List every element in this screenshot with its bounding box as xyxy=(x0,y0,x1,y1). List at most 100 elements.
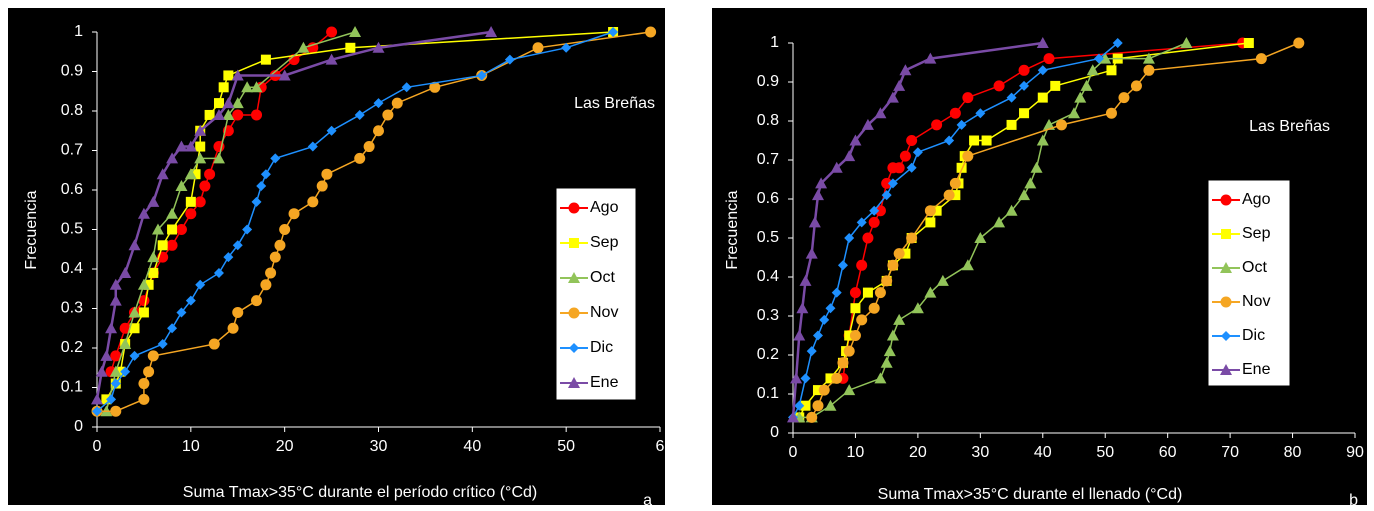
data-point xyxy=(232,306,244,318)
y-tick-label: 0.8 xyxy=(757,112,779,129)
legend-label: Ago xyxy=(1242,191,1271,208)
data-point xyxy=(812,330,823,341)
data-point xyxy=(1142,52,1155,64)
data-point xyxy=(251,109,263,121)
data-point xyxy=(861,118,874,130)
legend-marker xyxy=(1220,364,1232,375)
data-point xyxy=(204,168,216,180)
data-point xyxy=(906,135,918,146)
data-point xyxy=(166,239,178,251)
data-point xyxy=(844,330,855,341)
data-point xyxy=(391,97,403,109)
y-tick-label: 0.8 xyxy=(61,102,83,119)
x-tick-label: 50 xyxy=(557,438,575,455)
x-tick-label: 30 xyxy=(971,444,989,461)
data-point xyxy=(893,313,906,325)
data-point xyxy=(242,224,253,235)
data-point xyxy=(881,177,893,189)
data-point xyxy=(868,302,880,314)
data-point xyxy=(993,216,1006,228)
legend-marker xyxy=(568,377,580,388)
legend-box xyxy=(555,187,637,401)
data-point xyxy=(307,196,319,208)
y-tick-label: 0.1 xyxy=(757,385,779,402)
data-point xyxy=(297,41,310,53)
panel-label: b xyxy=(1349,492,1358,509)
data-point xyxy=(321,168,333,180)
x-tick-label: 40 xyxy=(463,438,481,455)
data-point xyxy=(881,190,892,201)
legend-marker xyxy=(569,238,579,248)
data-point xyxy=(151,223,164,235)
legend-marker xyxy=(568,307,580,319)
data-point xyxy=(184,168,197,180)
data-point xyxy=(924,286,937,298)
data-point xyxy=(1112,38,1123,48)
data-point xyxy=(862,232,874,244)
panel-label: a xyxy=(643,492,652,509)
data-point xyxy=(166,152,179,164)
data-point xyxy=(943,189,955,201)
data-point xyxy=(185,208,197,220)
data-point xyxy=(815,177,828,189)
data-point xyxy=(260,54,271,65)
data-point xyxy=(110,350,122,362)
data-point xyxy=(260,169,271,180)
data-point xyxy=(194,152,207,164)
data-point xyxy=(874,372,887,384)
data-point xyxy=(429,81,441,93)
data-point xyxy=(119,338,132,350)
data-point xyxy=(811,189,824,201)
y-tick-label: 0.3 xyxy=(757,307,779,324)
data-point xyxy=(256,181,267,192)
y-tick-label: 0.6 xyxy=(757,190,779,207)
y-tick-label: 0.4 xyxy=(61,260,83,277)
data-point xyxy=(354,152,366,164)
data-point xyxy=(1006,92,1017,103)
data-point xyxy=(1068,107,1080,119)
data-point xyxy=(147,350,159,362)
data-point xyxy=(157,339,168,350)
legend-label: Ene xyxy=(1242,361,1271,378)
data-point xyxy=(936,274,949,286)
data-point xyxy=(532,42,544,54)
y-tick-label: 0.5 xyxy=(757,229,779,246)
annotation: Las Breñas xyxy=(574,95,655,112)
data-point xyxy=(925,217,936,228)
data-point xyxy=(218,82,229,93)
data-point xyxy=(212,108,225,120)
legend-label: Oct xyxy=(590,269,615,286)
y-tick-label: 0.2 xyxy=(61,339,83,356)
data-point xyxy=(893,79,906,91)
data-point xyxy=(874,287,886,299)
x-tick-label: 40 xyxy=(1034,444,1052,461)
data-point xyxy=(1024,177,1037,189)
data-point xyxy=(401,82,412,93)
data-point xyxy=(825,303,836,314)
data-point xyxy=(849,134,862,146)
data-point xyxy=(1099,52,1112,64)
data-point xyxy=(869,205,880,216)
data-point xyxy=(912,147,923,158)
data-point xyxy=(874,107,887,119)
data-point xyxy=(931,119,943,131)
data-point xyxy=(893,162,905,174)
x-tick-label: 0 xyxy=(789,444,798,461)
x-tick-label: 50 xyxy=(1096,444,1114,461)
data-point xyxy=(232,109,244,121)
data-point xyxy=(176,307,187,318)
data-point xyxy=(1037,65,1048,76)
data-point xyxy=(887,259,899,271)
data-point xyxy=(906,162,917,173)
data-point xyxy=(167,323,178,334)
data-point xyxy=(195,279,206,290)
data-point xyxy=(349,26,362,37)
data-point xyxy=(504,54,515,65)
data-point xyxy=(105,322,118,334)
data-point xyxy=(843,384,856,396)
data-point xyxy=(1180,37,1193,48)
data-point xyxy=(138,378,150,390)
data-point xyxy=(307,141,318,152)
x-tick-label: 70 xyxy=(1221,444,1239,461)
